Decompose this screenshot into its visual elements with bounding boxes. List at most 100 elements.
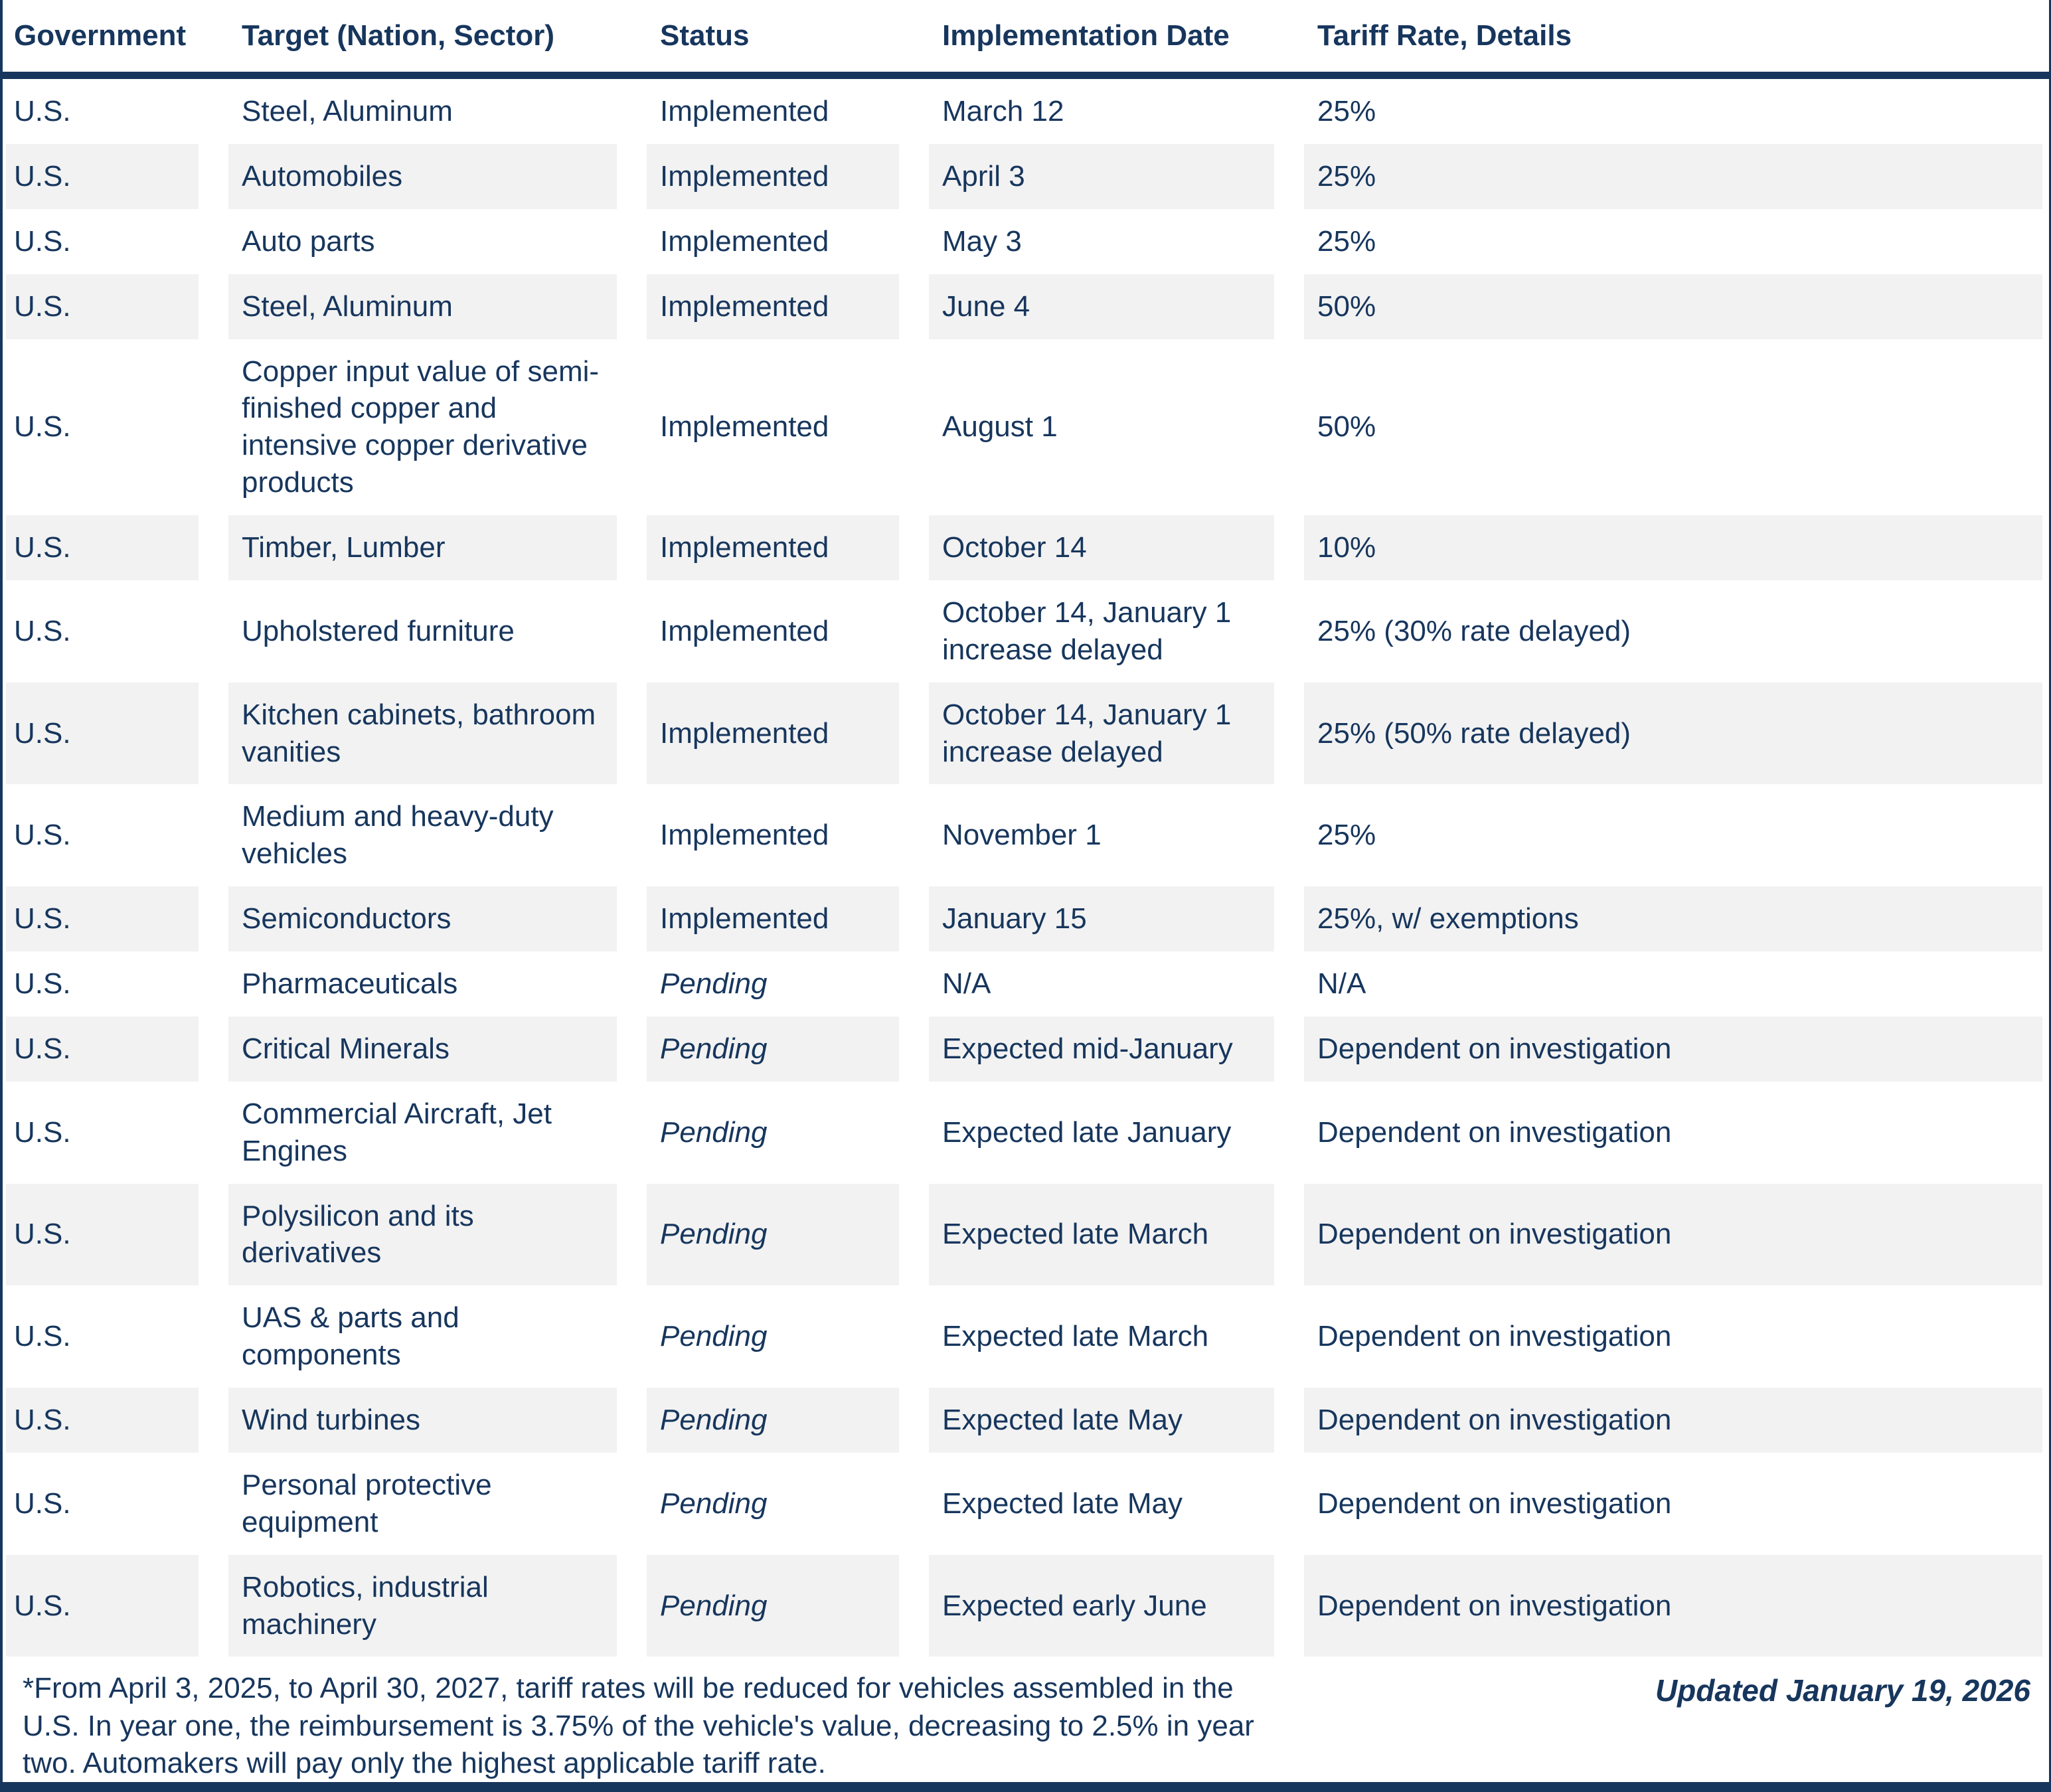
cell-government: U.S. — [14, 95, 71, 127]
table-row: U.S. Semiconductors Implemented January 15 2… — [3, 886, 2049, 951]
cell-target: Copper input value of semi-finished copp… — [242, 355, 600, 499]
cell-status: Pending — [647, 1554, 899, 1657]
cell-status: Pending — [647, 1016, 899, 1082]
cell-status: Pending — [647, 1183, 899, 1286]
cell-implementation-date: Expected early June — [929, 1554, 1274, 1657]
updated-date: Updated January 19, 2026 — [1655, 1673, 2030, 1708]
cell-tariff-rate: Dependent on investigation — [1317, 1320, 1672, 1353]
cell-target: Upholstered furniture — [242, 614, 515, 647]
column-header-target: Target (Nation, Sector) — [242, 19, 555, 52]
table-row: U.S. Kitchen cabinets, bathroom vanities I… — [3, 682, 2049, 785]
table-row: U.S. Timber, Lumber Implemented October 14 1… — [3, 515, 2049, 580]
cell-status: Implemented — [660, 224, 829, 258]
table-row: U.S. Wind turbines Pending Expected late Ma… — [3, 1388, 2049, 1453]
table-row: U.S. Steel, Aluminum Implemented March 12 25… — [3, 79, 2049, 144]
cell-target: Pharmaceuticals — [242, 967, 458, 1000]
cell-tariff-rate: Dependent on investigation — [1304, 1016, 2042, 1082]
cell-status: Implemented — [647, 682, 899, 785]
cell-target: Timber, Lumber — [228, 515, 617, 580]
table-row: U.S. Robotics, industrial machinery Pendin… — [3, 1554, 2049, 1657]
cell-implementation-date: Expected late March — [929, 1183, 1274, 1286]
cell-status: Pending — [660, 1115, 768, 1149]
cell-implementation-date: Expected late March — [942, 1320, 1209, 1353]
cell-tariff-rate: Dependent on investigation — [1304, 1183, 2042, 1286]
cell-implementation-date: N/A — [942, 967, 991, 1000]
table-row: U.S. Auto parts Implemented May 3 25% — [3, 209, 2049, 274]
cell-government: U.S. — [6, 515, 199, 580]
cell-tariff-rate: Dependent on investigation — [1317, 1115, 1672, 1149]
cell-status: Implemented — [647, 515, 899, 580]
cell-government: U.S. — [6, 682, 199, 785]
cell-status: Implemented — [647, 886, 899, 951]
cell-implementation-date: March 12 — [942, 95, 1064, 127]
cell-government: U.S. — [6, 274, 199, 339]
cell-target: Steel, Aluminum — [242, 95, 453, 127]
cell-government: U.S. — [14, 819, 71, 852]
cell-target: Steel, Aluminum — [228, 274, 617, 339]
table-header-row: Government Target (Nation, Sector) Statu… — [3, 0, 2049, 72]
cell-status: Implemented — [660, 819, 829, 852]
cell-government: U.S. — [14, 1320, 71, 1353]
table-row: U.S. Commercial Aircraft, Jet Engines Pend… — [3, 1082, 2049, 1184]
cell-implementation-date: Expected late May — [929, 1388, 1274, 1453]
cell-implementation-date: May 3 — [942, 224, 1022, 258]
cell-implementation-date: October 14 — [929, 515, 1274, 580]
cell-implementation-date: April 3 — [929, 143, 1274, 209]
table-row: U.S. Pharmaceuticals Pending N/A N/A — [3, 951, 2049, 1017]
table-row: U.S. Critical Minerals Pending Expected mid… — [3, 1016, 2049, 1082]
header-divider — [3, 72, 2049, 79]
cell-status: Pending — [660, 1320, 768, 1353]
cell-implementation-date: October 14, January 1 increase delayed — [929, 682, 1274, 785]
cell-implementation-date: August 1 — [942, 410, 1058, 444]
cell-target: Auto parts — [242, 224, 375, 258]
cell-implementation-date: Expected mid-January — [929, 1016, 1274, 1082]
cell-target: Kitchen cabinets, bathroom vanities — [228, 682, 617, 785]
cell-status: Implemented — [647, 143, 899, 209]
cell-status: Implemented — [660, 614, 829, 647]
cell-tariff-rate: 50% — [1317, 410, 1376, 444]
column-header-status: Status — [660, 19, 750, 52]
cell-tariff-rate: Dependent on investigation — [1304, 1388, 2042, 1453]
cell-tariff-rate: Dependent on investigation — [1304, 1554, 2042, 1657]
cell-target: Commercial Aircraft, Jet Engines — [242, 1097, 552, 1167]
cell-implementation-date: Expected late January — [942, 1115, 1232, 1149]
table-row: U.S. Steel, Aluminum Implemented June 4 50% — [3, 274, 2049, 339]
table-row: U.S. UAS & parts and components Pending Exp… — [3, 1285, 2049, 1388]
cell-implementation-date: November 1 — [942, 819, 1102, 852]
table-body: U.S. Steel, Aluminum Implemented March 12 25… — [3, 79, 2049, 1657]
cell-government: U.S. — [6, 886, 199, 951]
cell-target: Polysilicon and its derivatives — [228, 1183, 617, 1286]
cell-tariff-rate: 25% — [1317, 95, 1376, 127]
table-row: U.S. Medium and heavy-duty vehicles Implem… — [3, 784, 2049, 886]
column-header-implementation-date: Implementation Date — [942, 19, 1230, 52]
cell-government: U.S. — [14, 967, 71, 1000]
cell-government: U.S. — [14, 410, 71, 444]
cell-status: Pending — [660, 967, 768, 1000]
cell-status: Implemented — [660, 410, 829, 444]
table-row: U.S. Personal protective equipment Pending… — [3, 1453, 2049, 1555]
cell-tariff-rate: Dependent on investigation — [1317, 1487, 1672, 1520]
cell-government: U.S. — [6, 1388, 199, 1453]
cell-tariff-rate: 25% — [1304, 143, 2042, 209]
cell-implementation-date: January 15 — [929, 886, 1274, 951]
table-row: U.S. Automobiles Implemented April 3 25% — [3, 143, 2049, 209]
cell-target: Semiconductors — [228, 886, 617, 951]
cell-implementation-date: June 4 — [929, 274, 1274, 339]
cell-target: Critical Minerals — [228, 1016, 617, 1082]
cell-implementation-date: October 14, January 1 increase delayed — [942, 596, 1232, 666]
cell-status: Implemented — [660, 95, 829, 127]
cell-target: Personal protective equipment — [242, 1468, 492, 1538]
cell-tariff-rate: 10% — [1304, 515, 2042, 580]
cell-target: Medium and heavy-duty vehicles — [242, 800, 554, 870]
cell-government: U.S. — [14, 614, 71, 647]
cell-government: U.S. — [14, 1487, 71, 1520]
table-row: U.S. Polysilicon and its derivatives Pendi… — [3, 1183, 2049, 1286]
cell-tariff-rate: N/A — [1317, 967, 1366, 1000]
footnote: *From April 3, 2025, to April 30, 2027, … — [23, 1672, 1254, 1779]
cell-tariff-rate: 25% — [1317, 819, 1376, 852]
cell-government: U.S. — [6, 1554, 199, 1657]
cell-status: Pending — [647, 1388, 899, 1453]
cell-government: U.S. — [6, 1183, 199, 1286]
table-row: U.S. Upholstered furniture Implemented Octo… — [3, 580, 2049, 683]
